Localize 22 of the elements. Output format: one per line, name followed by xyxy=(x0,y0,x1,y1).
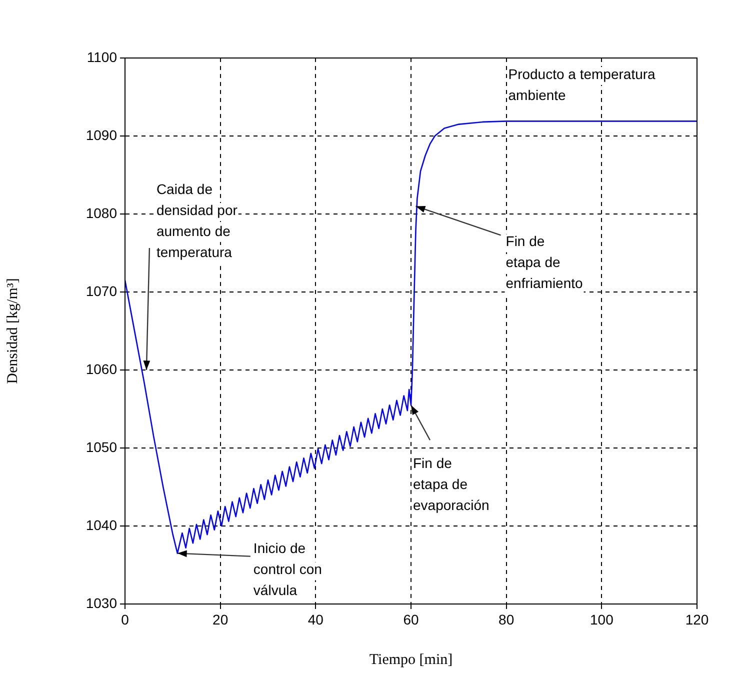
annotation: Fin de etapa de enfriamiento xyxy=(506,233,584,292)
annotation: Producto a temperatura ambiente xyxy=(508,66,656,103)
y-tick-label: 1050 xyxy=(86,438,118,455)
x-tick-label: 40 xyxy=(308,611,324,628)
y-axis-title: Densidad [kg/m³] xyxy=(4,278,21,384)
y-tick-label: 1040 xyxy=(86,516,118,533)
x-tick-label: 20 xyxy=(212,611,228,628)
x-axis-title: Tiempo [min] xyxy=(369,652,453,668)
annotation: Inicio de control con válvula xyxy=(253,540,322,598)
x-tick-label: 80 xyxy=(498,611,514,628)
y-tick-label: 1100 xyxy=(86,48,118,65)
annotation: Fin de etapa de evaporación xyxy=(413,454,490,513)
x-tick-label: 120 xyxy=(685,611,709,628)
x-tick-label: 0 xyxy=(121,611,130,628)
y-tick-label: 1080 xyxy=(86,204,118,221)
y-tick-label: 1060 xyxy=(86,360,118,377)
annotation: Caida de densidad por aumento de temperatura xyxy=(156,180,238,260)
x-tick-label: 60 xyxy=(403,611,419,628)
y-tick-label: 1090 xyxy=(86,126,118,143)
y-tick-label: 1030 xyxy=(86,594,118,611)
x-tick-label: 100 xyxy=(590,611,614,628)
y-tick-label: 1070 xyxy=(86,282,118,299)
